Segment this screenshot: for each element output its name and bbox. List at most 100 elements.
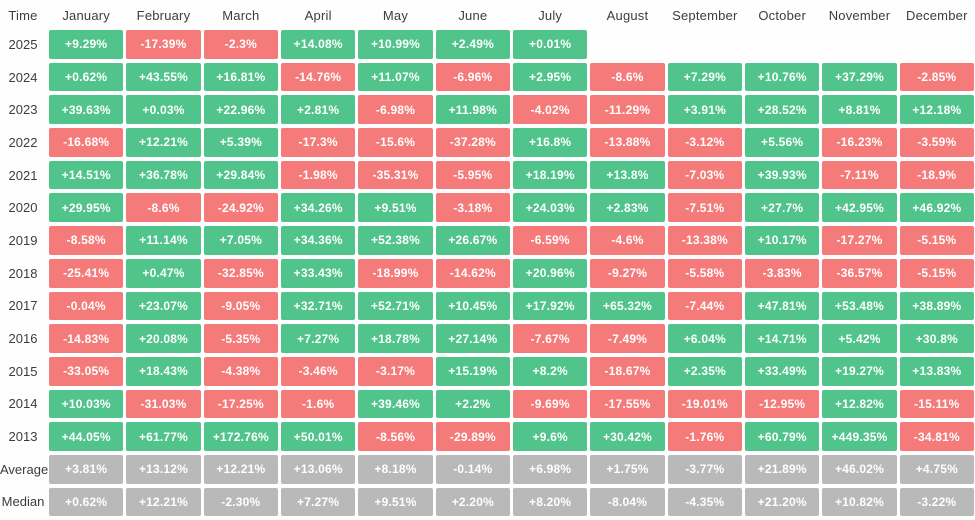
return-cell: +10.17% bbox=[745, 226, 820, 255]
return-cell: +2.81% bbox=[281, 95, 356, 125]
return-cell: -15.11% bbox=[899, 389, 974, 419]
return-cell: -8.04% bbox=[590, 487, 665, 517]
return-cell bbox=[900, 30, 974, 59]
return-cell bbox=[822, 30, 896, 59]
return-cell: +29.95% bbox=[49, 193, 124, 223]
return-cell: -1.76% bbox=[667, 422, 742, 451]
return-cell: +3.91% bbox=[667, 95, 742, 125]
return-cell: +21.20% bbox=[745, 487, 820, 517]
return-cell: +14.51% bbox=[49, 160, 124, 190]
return-cell: -13.88% bbox=[590, 128, 665, 157]
return-cell: -3.17% bbox=[358, 356, 433, 386]
return-cell: +12.18% bbox=[899, 95, 974, 125]
table-row-median: Median +0.62% +12.21% -2.30% +7.27% +9.51% +2.… bbox=[0, 487, 974, 517]
return-cell: -3.59% bbox=[899, 128, 974, 157]
table-row-2015: 2015 -33.05% +18.43% -4.38% -3.46% -3.17% +15.… bbox=[0, 356, 974, 386]
return-cell: +8.2% bbox=[513, 356, 588, 386]
return-cell: +17.92% bbox=[513, 291, 588, 321]
table-row-2013: 2013 +44.05% +61.77% +172.76% +50.01% -8.56% -… bbox=[0, 422, 974, 451]
return-cell: -4.35% bbox=[667, 487, 742, 517]
return-cell: +12.21% bbox=[203, 454, 278, 484]
return-cell: -24.92% bbox=[203, 193, 278, 223]
return-cell: -7.67% bbox=[513, 324, 588, 353]
return-cell: +3.81% bbox=[49, 454, 124, 484]
return-cell: +11.14% bbox=[126, 226, 201, 255]
return-cell: +7.27% bbox=[281, 324, 356, 353]
return-cell: -8.6% bbox=[126, 193, 201, 223]
return-cell: +38.89% bbox=[899, 291, 974, 321]
return-cell: -0.14% bbox=[435, 454, 510, 484]
return-cell: -5.15% bbox=[899, 258, 974, 288]
table-row-2021: 2021 +14.51% +36.78% +29.84% -1.98% -35.31% -5… bbox=[0, 160, 974, 190]
return-cell: -8.6% bbox=[590, 62, 665, 92]
return-cell: +18.78% bbox=[358, 324, 433, 353]
return-cell: -14.83% bbox=[49, 324, 124, 353]
return-cell: +29.84% bbox=[203, 160, 278, 190]
return-cell: -3.12% bbox=[667, 128, 742, 157]
return-cell: +42.95% bbox=[822, 193, 897, 223]
return-cell: +30.42% bbox=[590, 422, 665, 451]
return-cell: +30.8% bbox=[899, 324, 974, 353]
return-cell: -3.18% bbox=[435, 193, 510, 223]
table-body: 2025 +9.29% -17.39% -2.3% +14.08% +10.99% +2.4… bbox=[0, 30, 974, 517]
return-cell: +12.82% bbox=[822, 389, 897, 419]
return-cell: -7.03% bbox=[667, 160, 742, 190]
return-cell: -17.39% bbox=[126, 30, 201, 59]
return-cell: +37.29% bbox=[822, 62, 897, 92]
return-cell: +5.42% bbox=[822, 324, 897, 353]
return-cell: +18.19% bbox=[513, 160, 588, 190]
return-cell: +20.08% bbox=[126, 324, 201, 353]
return-cell: -17.27% bbox=[822, 226, 897, 255]
return-cell: +12.21% bbox=[126, 487, 201, 517]
return-cell: +39.63% bbox=[49, 95, 124, 125]
return-cell: +34.26% bbox=[281, 193, 356, 223]
return-cell: -18.99% bbox=[358, 258, 433, 288]
return-cell: -36.57% bbox=[822, 258, 897, 288]
return-cell: -35.31% bbox=[358, 160, 433, 190]
return-cell: +0.62% bbox=[49, 62, 124, 92]
return-cell: -18.9% bbox=[899, 160, 974, 190]
return-cell: -5.15% bbox=[899, 226, 974, 255]
return-cell: +1.75% bbox=[590, 454, 665, 484]
return-cell: +32.71% bbox=[281, 291, 356, 321]
return-cell: +34.36% bbox=[281, 226, 356, 255]
return-cell: +449.35% bbox=[822, 422, 897, 451]
return-cell: +13.06% bbox=[281, 454, 356, 484]
return-cell: +27.14% bbox=[435, 324, 510, 353]
return-cell: +6.98% bbox=[513, 454, 588, 484]
return-cell: -5.58% bbox=[667, 258, 742, 288]
return-cell: +52.71% bbox=[358, 291, 433, 321]
column-header-april: April bbox=[304, 7, 332, 23]
return-cell: +33.49% bbox=[745, 356, 820, 386]
row-label: 2015 bbox=[8, 363, 38, 379]
row-label: 2020 bbox=[8, 200, 38, 216]
row-label: 2025 bbox=[8, 36, 38, 52]
row-label: Median bbox=[1, 494, 45, 510]
return-cell: +33.43% bbox=[281, 258, 356, 288]
column-header-march: March bbox=[222, 7, 260, 23]
column-header-october: October bbox=[758, 7, 806, 23]
return-cell: -4.38% bbox=[203, 356, 278, 386]
return-cell: +0.47% bbox=[126, 258, 201, 288]
return-cell: +20.96% bbox=[513, 258, 588, 288]
return-cell: -7.44% bbox=[667, 291, 742, 321]
table-row-2025: 2025 +9.29% -17.39% -2.3% +14.08% +10.99% +2.4… bbox=[0, 30, 974, 59]
table-row-2014: 2014 +10.03% -31.03% -17.25% -1.6% +39.46% +2.… bbox=[0, 389, 974, 419]
row-label: 2023 bbox=[8, 102, 38, 118]
return-cell: +10.03% bbox=[49, 389, 124, 419]
return-cell: +2.2% bbox=[435, 389, 510, 419]
row-label: 2019 bbox=[8, 232, 38, 248]
return-cell: -17.25% bbox=[203, 389, 278, 419]
return-cell: -3.77% bbox=[667, 454, 742, 484]
return-cell: +7.29% bbox=[667, 62, 742, 92]
return-cell: -14.76% bbox=[281, 62, 356, 92]
return-cell: -19.01% bbox=[667, 389, 742, 419]
return-cell: +10.45% bbox=[435, 291, 510, 321]
column-header-august: August bbox=[606, 7, 649, 23]
return-cell: +22.96% bbox=[203, 95, 278, 125]
return-cell: -6.96% bbox=[435, 62, 510, 92]
return-cell: +9.51% bbox=[358, 487, 433, 517]
return-cell: -4.6% bbox=[590, 226, 665, 255]
return-cell: -32.85% bbox=[203, 258, 278, 288]
return-cell: -7.49% bbox=[590, 324, 665, 353]
